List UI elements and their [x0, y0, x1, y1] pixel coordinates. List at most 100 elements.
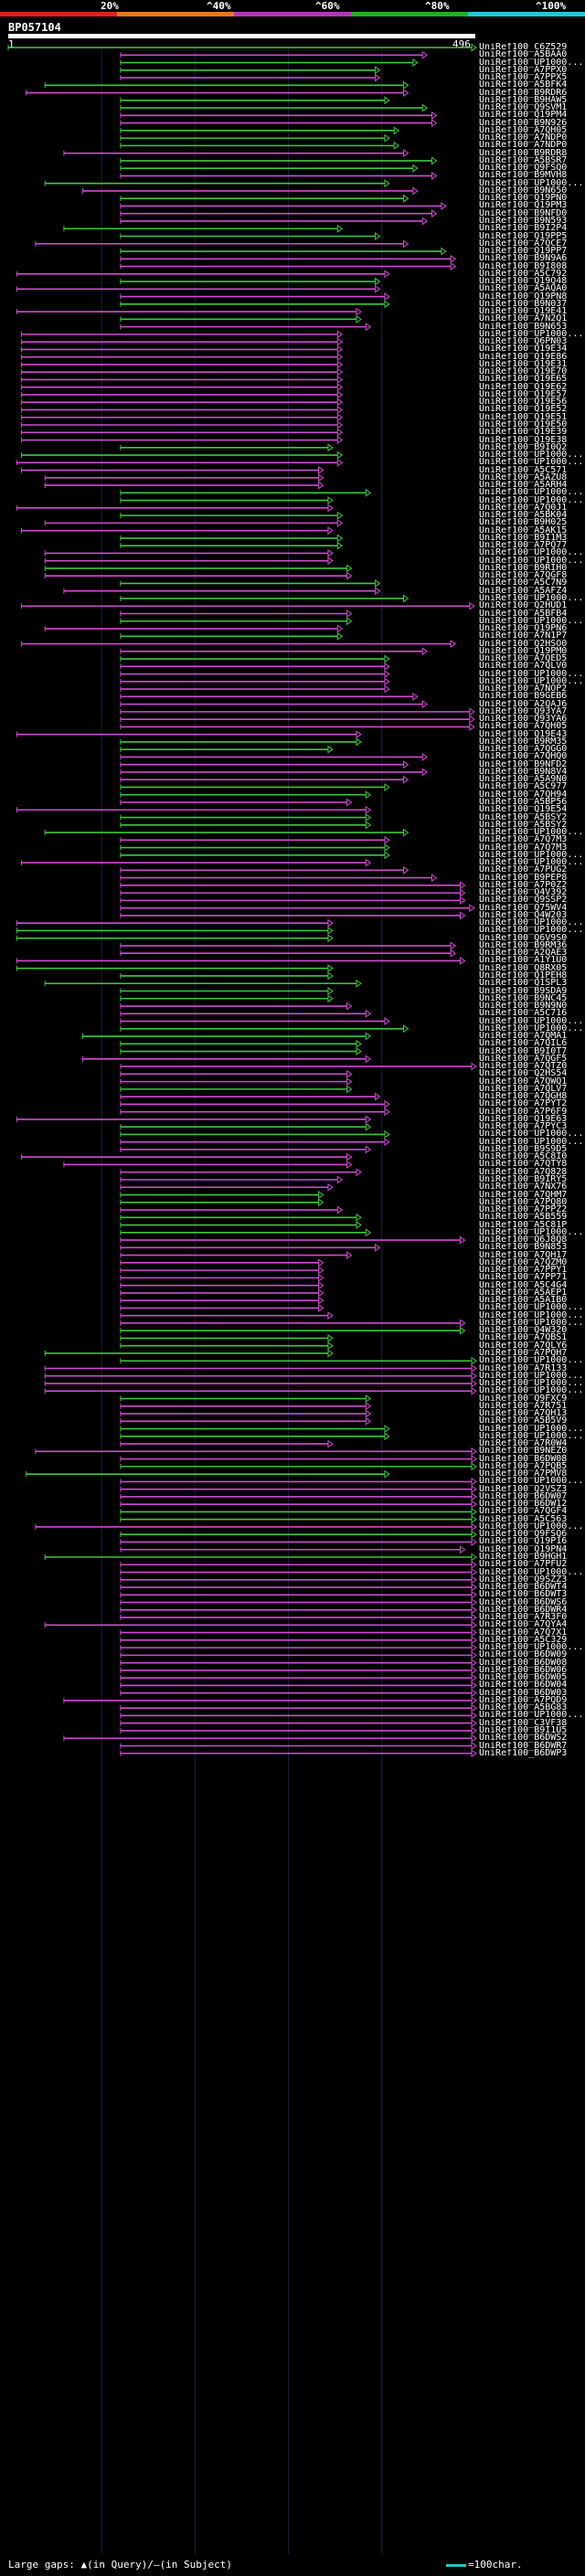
hit-label[interactable]: UniRef100_B9MVH8: [479, 171, 568, 181]
hit-label[interactable]: UniRef100_Q19E63: [479, 1114, 568, 1124]
hit-label[interactable]: UniRef100_A7R3F0: [479, 1613, 568, 1623]
hit-label[interactable]: UniRef100_Q2HUD1: [479, 601, 568, 611]
hit-label[interactable]: UniRef100_Q19PP7: [479, 247, 568, 257]
hit-label[interactable]: UniRef100_Q2VSZ3: [479, 1484, 568, 1494]
hit-label[interactable]: UniRef100_B9H025: [479, 518, 568, 528]
hit-label[interactable]: UniRef100_A7PQH7: [479, 1348, 568, 1358]
hit-label[interactable]: UniRef100_A7Q7X1: [479, 1627, 568, 1638]
hit-label[interactable]: UniRef100_A5AQA0: [479, 284, 568, 294]
hit-label[interactable]: UniRef100_B6DWR7: [479, 1741, 568, 1751]
hit-label[interactable]: UniRef100_A7Q828: [479, 1167, 568, 1177]
hit-label[interactable]: UniRef100_UP1000...: [479, 1356, 584, 1366]
hit-label[interactable]: UniRef100_Q4W320: [479, 1326, 568, 1336]
hit-label[interactable]: UniRef100_B9I2P4: [479, 224, 568, 234]
hit-label[interactable]: UniRef100_B9N037: [479, 299, 568, 309]
hit-label[interactable]: UniRef100_UP1000...: [479, 1371, 584, 1381]
hit-label[interactable]: UniRef100_A5BAA0: [479, 50, 568, 60]
hit-label[interactable]: UniRef100_A5AEP1: [479, 1288, 568, 1298]
hit-label[interactable]: UniRef100_A1Y1U0: [479, 956, 568, 966]
hit-label[interactable]: UniRef100_UP1000...: [479, 1129, 584, 1140]
hit-label[interactable]: UniRef100_B6DW04: [479, 1680, 568, 1691]
hit-label[interactable]: UniRef100_Q19E57: [479, 389, 568, 399]
hit-label[interactable]: UniRef100_B9N593: [479, 216, 568, 226]
hit-label[interactable]: UniRef100_UP1000...: [479, 548, 584, 558]
hit-label[interactable]: UniRef100_UP1000...: [479, 1711, 584, 1721]
hit-label[interactable]: UniRef100_Q19E56: [479, 398, 568, 408]
hit-label[interactable]: UniRef100_UP1000...: [479, 1521, 584, 1532]
hit-label[interactable]: UniRef100_Q19Q48: [479, 277, 568, 287]
hit-label[interactable]: UniRef100_A5C7N9: [479, 578, 568, 588]
hit-label[interactable]: UniRef100_A5C977: [479, 782, 568, 792]
hit-label[interactable]: UniRef100_A7R751: [479, 1401, 568, 1411]
hit-label[interactable]: UniRef100_B9S9D5: [479, 1144, 568, 1154]
hit-label[interactable]: UniRef100_B6DWT4: [479, 1583, 568, 1593]
hit-label[interactable]: UniRef100_B9RDR6: [479, 88, 568, 98]
hit-label[interactable]: UniRef100_Q19PP5: [479, 231, 568, 241]
hit-label[interactable]: UniRef100_UP1000...: [479, 926, 584, 936]
hit-label[interactable]: UniRef100_Q19E62: [479, 382, 568, 392]
hit-label[interactable]: UniRef100_Q19E54: [479, 805, 568, 815]
hit-label[interactable]: UniRef100_B9SDA9: [479, 986, 568, 996]
hit-label[interactable]: UniRef100_UP1000...: [479, 1424, 584, 1434]
hit-label[interactable]: UniRef100_A7Q7M3: [479, 835, 568, 845]
hit-label[interactable]: UniRef100_A7QGG0: [479, 745, 568, 755]
hit-label[interactable]: UniRef100_B6DWP3: [479, 1748, 568, 1758]
hit-label[interactable]: UniRef100_A7PYT2: [479, 1099, 568, 1109]
hit-label[interactable]: UniRef100_B9NEZ0: [479, 1447, 568, 1457]
hit-label[interactable]: UniRef100_A5C563: [479, 1514, 568, 1524]
hit-label[interactable]: UniRef100_A5C571: [479, 465, 568, 475]
hit-label[interactable]: UniRef100_A5BG83: [479, 1703, 568, 1713]
hit-label[interactable]: UniRef100_A7NX76: [479, 1182, 568, 1193]
hit-label[interactable]: UniRef100_A5AK15: [479, 525, 568, 535]
hit-label[interactable]: UniRef100_UP1000...: [479, 828, 584, 838]
hit-label[interactable]: UniRef100_UP1000...: [479, 1386, 584, 1396]
hit-label[interactable]: UniRef100_B6DWS6: [479, 1597, 568, 1607]
hit-label[interactable]: UniRef100_A5C4G4: [479, 1280, 568, 1290]
hit-label[interactable]: UniRef100_B9NFD2: [479, 759, 568, 769]
hit-label[interactable]: UniRef100_Q19PM3: [479, 201, 568, 211]
hit-label[interactable]: UniRef100_Q19E86: [479, 352, 568, 362]
hit-label[interactable]: UniRef100_B9HAW5: [479, 95, 568, 105]
hit-label[interactable]: UniRef100_A5BFB4: [479, 609, 568, 619]
hit-label[interactable]: UniRef100_Q1PEH8: [479, 970, 568, 981]
hit-label[interactable]: UniRef100_A5BFK4: [479, 80, 568, 90]
hit-label[interactable]: UniRef100_A7N2Q1: [479, 314, 568, 324]
hit-label[interactable]: UniRef100_A7QZM0: [479, 1257, 568, 1267]
hit-label[interactable]: UniRef100_B9N853: [479, 1243, 568, 1253]
hit-label[interactable]: UniRef100_A7QMA1: [479, 1032, 568, 1042]
hit-label[interactable]: UniRef100_UP1000...: [479, 1477, 584, 1487]
hit-label[interactable]: UniRef100_Q19PN8: [479, 292, 568, 302]
hit-label[interactable]: UniRef100_A7QIL6: [479, 1039, 568, 1049]
hit-label[interactable]: UniRef100_Q9SSP2: [479, 896, 568, 906]
hit-label[interactable]: UniRef100_A7PP71: [479, 1273, 568, 1283]
hit-label[interactable]: UniRef100_B9HGH1: [479, 1553, 568, 1562]
hit-label[interactable]: UniRef100_A7QH13: [479, 1409, 568, 1419]
hit-label[interactable]: UniRef100_UP1000...: [479, 556, 584, 566]
hit-label[interactable]: UniRef100_A7QLV0: [479, 662, 568, 672]
hit-label[interactable]: UniRef100_A7P6F9: [479, 1107, 568, 1117]
hit-label[interactable]: UniRef100_A7QED5: [479, 654, 568, 664]
hit-label[interactable]: UniRef100_B6DW07: [479, 1491, 568, 1501]
hit-label[interactable]: UniRef100_Q19E70: [479, 367, 568, 377]
hit-label[interactable]: UniRef100_A5BP56: [479, 798, 568, 807]
hit-label[interactable]: UniRef100_B9PEP8: [479, 873, 568, 883]
hit-label[interactable]: UniRef100_B9I808: [479, 261, 568, 271]
hit-label[interactable]: UniRef100_B6DW08: [479, 1454, 568, 1464]
hit-label[interactable]: UniRef100_UP1000...: [479, 329, 584, 339]
hit-label[interactable]: UniRef100_B9I1M3: [479, 533, 568, 543]
hit-label[interactable]: UniRef100_Q19E38: [479, 435, 568, 445]
hit-label[interactable]: UniRef100_A7PQB5: [479, 1461, 568, 1471]
hit-label[interactable]: UniRef100_UP1000...: [479, 1023, 584, 1034]
hit-label[interactable]: UniRef100_Q19E43: [479, 729, 568, 739]
hit-label[interactable]: UniRef100_A7Q7M3: [479, 843, 568, 853]
hit-label[interactable]: UniRef100_UP1000...: [479, 58, 584, 68]
hit-label[interactable]: UniRef100_A5C8I0: [479, 1152, 568, 1162]
hit-label[interactable]: UniRef100_UP1000...: [479, 676, 584, 686]
hit-label[interactable]: UniRef100_B9IRY5: [479, 1175, 568, 1184]
hit-label[interactable]: UniRef100_Q93YA6: [479, 715, 568, 725]
hit-label[interactable]: UniRef100_A5C792: [479, 269, 568, 279]
hit-label[interactable]: UniRef100_B9NC45: [479, 993, 568, 1003]
hit-label[interactable]: UniRef100_A7PPY1: [479, 1266, 568, 1276]
hit-label[interactable]: UniRef100_Q19E39: [479, 428, 568, 438]
hit-label[interactable]: UniRef100_Q75WV4: [479, 903, 568, 913]
